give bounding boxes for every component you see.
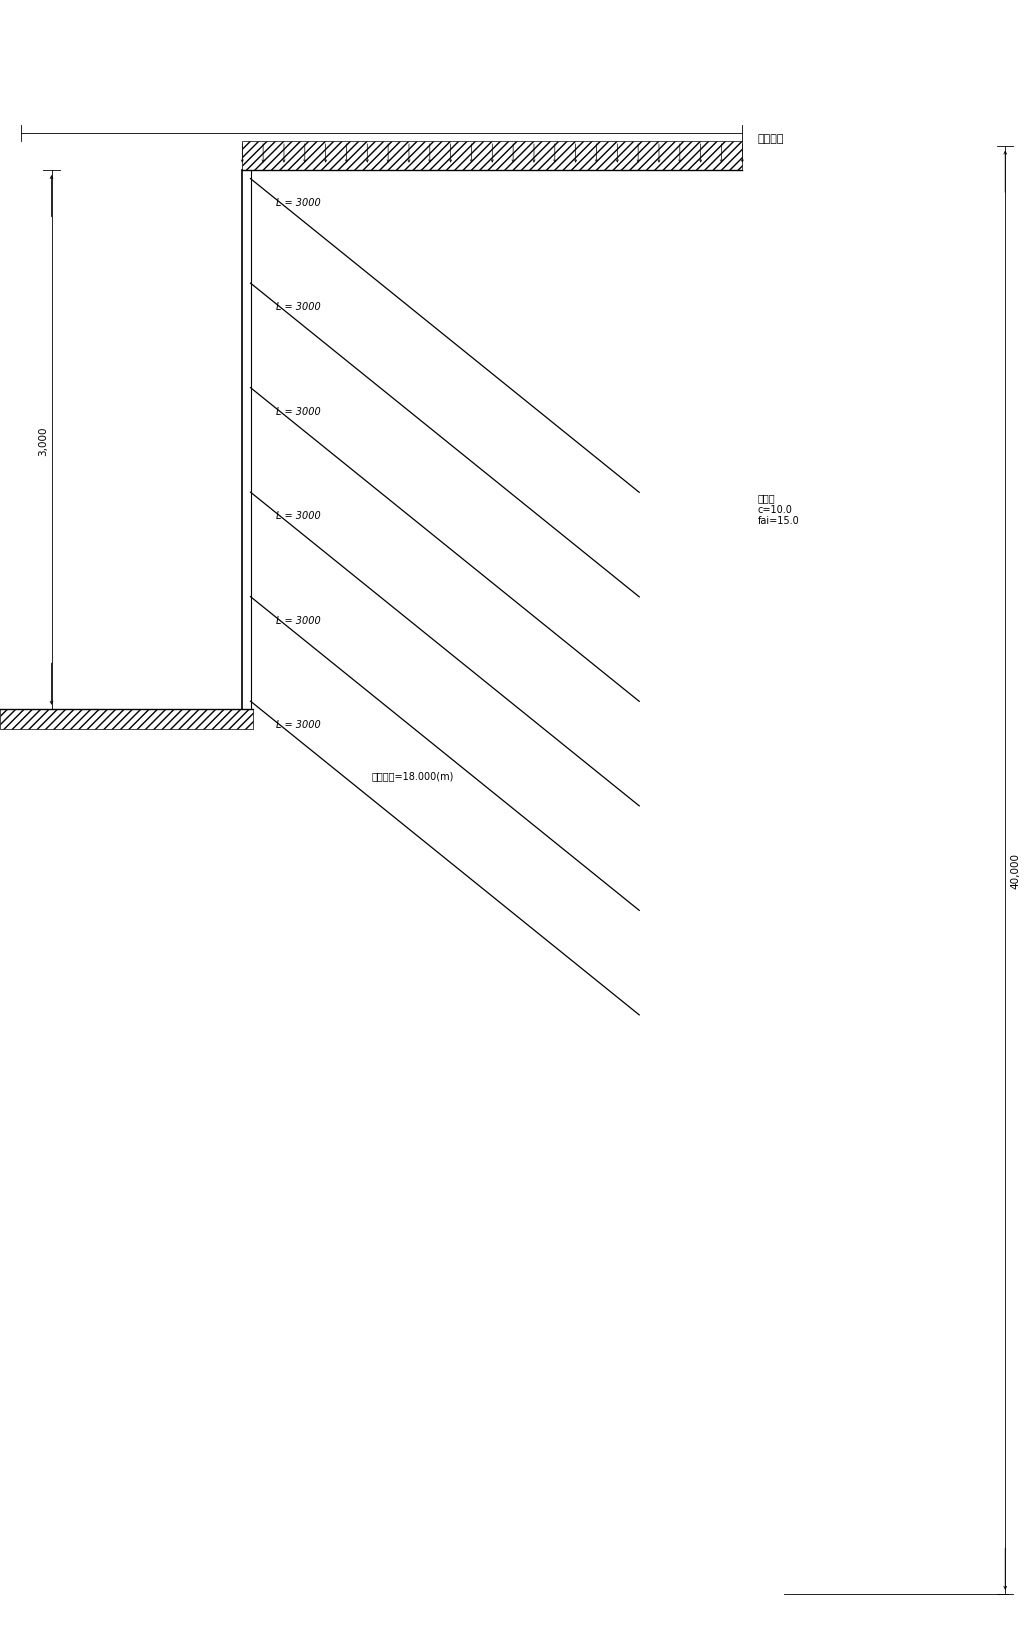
Text: 粘性土
c=10.0
fai=15.0: 粘性土 c=10.0 fai=15.0 <box>758 493 799 526</box>
Text: L = 3000: L = 3000 <box>276 197 321 207</box>
Bar <box>0 710 253 730</box>
Text: L = 3000: L = 3000 <box>276 720 321 730</box>
Text: L = 3000: L = 3000 <box>276 302 321 312</box>
Text: L = 3000: L = 3000 <box>276 406 321 416</box>
Bar <box>242 142 742 171</box>
Text: L = 3000: L = 3000 <box>276 511 321 521</box>
Text: 土奴深度=18.000(m): 土奴深度=18.000(m) <box>371 770 454 780</box>
Text: 3,000: 3,000 <box>38 426 48 455</box>
Text: 40,000: 40,000 <box>1010 852 1021 889</box>
Text: L = 3000: L = 3000 <box>276 615 321 625</box>
Text: 土层参数: 土层参数 <box>758 134 785 144</box>
